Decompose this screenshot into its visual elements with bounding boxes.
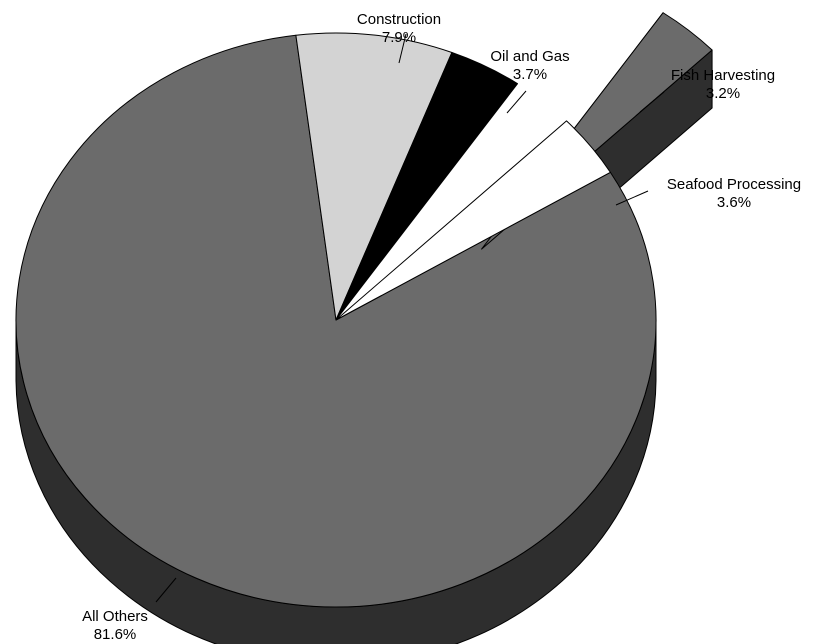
pie-top-layer <box>15 12 713 608</box>
slice-value-oil-and-gas: 3.7% <box>513 66 547 83</box>
slice-label-all-others: All Others <box>82 608 148 625</box>
pie-slice-construction <box>295 32 453 321</box>
pie-slice-seafood-processing <box>335 120 611 321</box>
slice-value-construction: 7.9% <box>382 29 416 46</box>
pie-slice-all-others <box>15 34 657 608</box>
slice-label-seafood-processing: Seafood Processing <box>667 176 801 193</box>
leader-line-fish-harvesting <box>639 91 665 113</box>
pie-slice-oil-and-gas <box>335 51 519 321</box>
slice-label-fish-harvesting: Fish Harvesting <box>671 67 775 84</box>
slice-value-seafood-processing: 3.6% <box>717 194 751 211</box>
slice-label-oil-and-gas: Oil and Gas <box>490 48 569 65</box>
slice-value-all-others: 81.6% <box>94 626 137 643</box>
leader-line-all-others <box>155 577 177 603</box>
slice-label-construction: Construction <box>357 11 441 28</box>
leader-line-construction <box>398 33 407 64</box>
leader-line-oil-and-gas <box>506 90 527 114</box>
slice-value-fish-harvesting: 3.2% <box>706 85 740 102</box>
leader-line-seafood-processing <box>615 190 649 206</box>
